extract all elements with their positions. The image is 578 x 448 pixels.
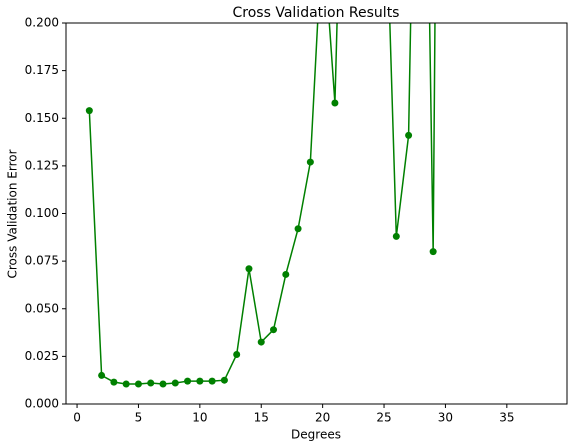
data-point [171,379,179,387]
data-point [184,377,192,385]
data-point [282,270,290,278]
data-point [392,232,400,240]
data-point [147,379,155,387]
chart-title: Cross Validation Results [233,5,400,21]
data-point [134,380,142,388]
axes-frame [65,22,568,405]
x-tick-label: 10 [192,411,207,425]
data-point [98,371,106,379]
y-tick-label: 0.075 [25,254,59,268]
plot-area [85,23,437,388]
data-point [233,350,241,358]
x-tick-label: 30 [438,411,453,425]
data-point [331,99,339,107]
x-tick-label: 35 [499,411,514,425]
data-point [220,376,228,384]
data-point [196,377,204,385]
x-tick-label: 0 [73,411,81,425]
y-tick-label: 0.050 [25,301,59,315]
y-tick-label: 0.125 [25,158,59,172]
x-tick-label: 25 [376,411,391,425]
y-tick-label: 0.175 [25,63,59,77]
y-tick-label: 0.100 [25,206,59,220]
y-tick-label: 0.150 [25,111,59,125]
data-point [208,377,216,385]
y-tick-label: 0.000 [25,397,59,411]
data-point [257,338,265,346]
data-point [122,380,130,388]
data-point [429,248,437,256]
data-point [294,225,302,233]
x-tick-label: 20 [315,411,330,425]
y-tick-label: 0.200 [25,16,59,30]
x-tick-label: 15 [254,411,269,425]
data-point [85,107,93,115]
x-tick-label: 5 [135,411,143,425]
y-tick-label: 0.025 [25,349,59,363]
data-point [159,380,167,388]
data-point [270,326,278,334]
x-axis-label: Degrees [291,428,341,442]
y-axis-label: Cross Validation Error [6,149,20,278]
data-point [405,131,413,139]
data-point [306,158,314,166]
data-point [245,265,253,273]
data-line [88,23,436,385]
data-point [110,378,118,386]
